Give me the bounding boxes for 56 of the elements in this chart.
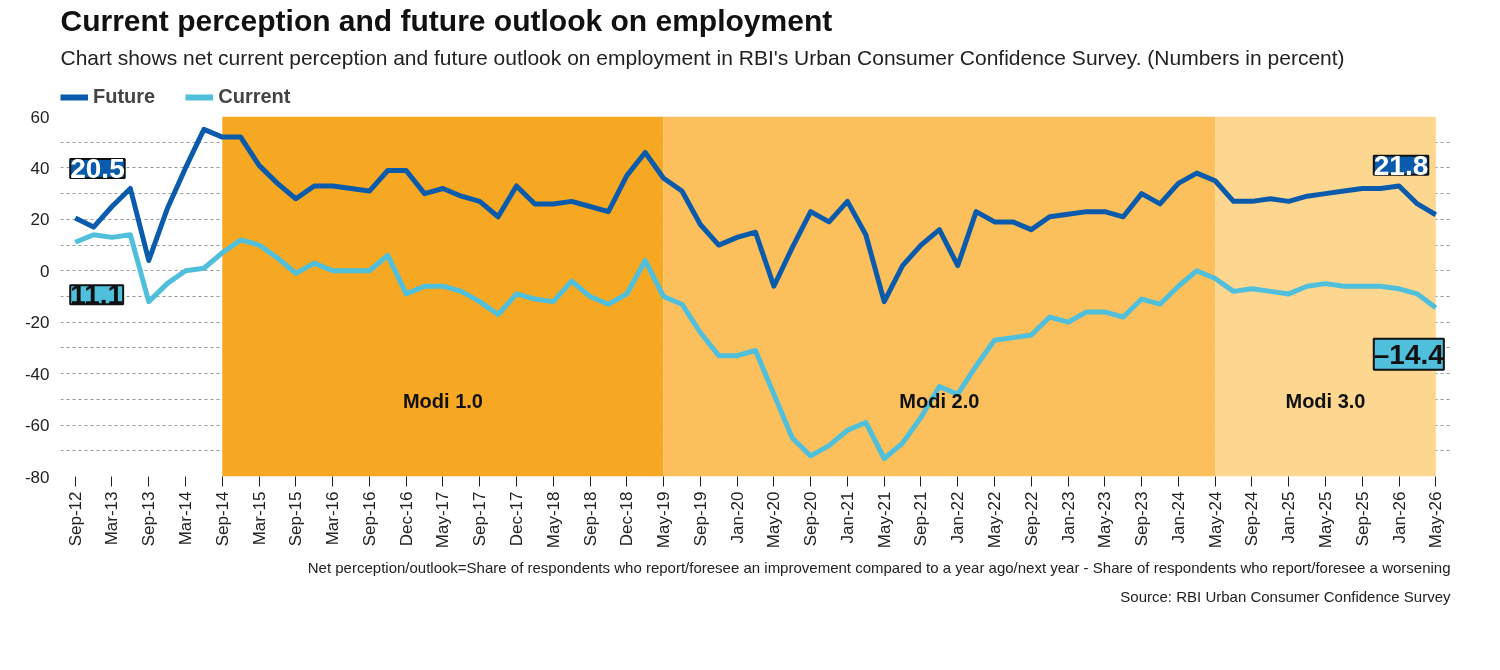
x-tick-label: Sep-15 xyxy=(286,491,306,547)
y-tick-label: 0 xyxy=(40,261,50,281)
x-tick-label: Mar-13 xyxy=(102,491,122,546)
x-tick-label: May-20 xyxy=(764,491,784,549)
x-tick-label: Jan-21 xyxy=(837,491,857,544)
text: Net perception/outlook=Share of respondents who report/foresee an improvement compared to a year ago/next year - Share of respondents who report/foresee a worsening xyxy=(307,558,1451,576)
x-tick-label: Sep-25 xyxy=(1352,491,1372,547)
y-tick-label: -60 xyxy=(24,416,50,436)
y-tick-label: -40 xyxy=(24,364,50,384)
x-tick-label: Sep-19 xyxy=(690,491,710,547)
x-tick-label: Mar-16 xyxy=(323,491,343,546)
x-tick-label: Dec-17 xyxy=(506,491,526,547)
annotation: 20.5 xyxy=(70,153,125,185)
y-tick-label: -80 xyxy=(24,467,50,487)
x-tick-label: Jan-23 xyxy=(1058,491,1078,544)
source-note: Source: RBI Urban Consumer Confidence Survey xyxy=(1120,587,1451,605)
x-tick-label: Dec-16 xyxy=(396,491,416,547)
x-tick-label: May-19 xyxy=(654,491,674,549)
x-tick-label: Mar-15 xyxy=(249,491,269,546)
x-tick-label: Sep-21 xyxy=(911,491,931,547)
x-tick-label: Sep-24 xyxy=(1242,491,1262,547)
x-tick-label: Jan-22 xyxy=(948,491,968,544)
x-tick-label: Sep-16 xyxy=(359,491,379,547)
x-tick-label: Sep-14 xyxy=(212,491,232,547)
x-tick-label: Jan-26 xyxy=(1389,491,1409,544)
y-tick-label: 60 xyxy=(30,107,50,127)
x-tick-label: Sep-13 xyxy=(139,491,159,547)
x-tick-label: May-18 xyxy=(543,491,563,549)
y-tick-label: 40 xyxy=(30,158,50,178)
x-tick-label: Sep-18 xyxy=(580,491,600,547)
x-tick-label: May-24 xyxy=(1205,491,1225,549)
band-label: Modi 1.0 xyxy=(402,389,483,412)
x-tick-label: Sep-22 xyxy=(1021,491,1041,547)
x-tick-label: May-21 xyxy=(874,491,894,549)
legend-label: Future xyxy=(93,85,156,108)
x-tick-label: Sep-23 xyxy=(1132,491,1152,547)
x-tick-label: Sep-20 xyxy=(801,491,821,547)
x-tick-label: Mar-14 xyxy=(176,491,196,546)
x-tick-label: Jan-24 xyxy=(1168,491,1188,544)
annotation: 21.8 xyxy=(1373,149,1429,181)
x-tick-label: May-17 xyxy=(433,491,453,549)
chart-subtitle: Chart shows net current perception and future outlook on employment in RBI's Urban Consumer Confidence Survey. (Numbers in percent) xyxy=(60,45,1345,69)
x-tick-label: May-25 xyxy=(1315,491,1335,549)
y-tick-label: 20 xyxy=(30,210,50,230)
x-tick-label: Dec-18 xyxy=(617,491,637,547)
x-tick-label: Jan-20 xyxy=(727,491,747,544)
x-tick-label: May-26 xyxy=(1426,491,1446,549)
y-tick-label: -20 xyxy=(24,313,50,333)
x-tick-label: Sep-17 xyxy=(470,491,490,547)
band-label: Modi 3.0 xyxy=(1285,389,1366,412)
x-tick-label: May-22 xyxy=(985,491,1005,549)
chart-title: Current perception and future outlook on employment xyxy=(60,3,833,37)
x-tick-label: Jan-25 xyxy=(1279,491,1299,544)
x-tick-label: Sep-12 xyxy=(65,491,85,547)
legend-label: Current xyxy=(218,85,291,108)
x-tick-label: May-23 xyxy=(1095,491,1115,549)
